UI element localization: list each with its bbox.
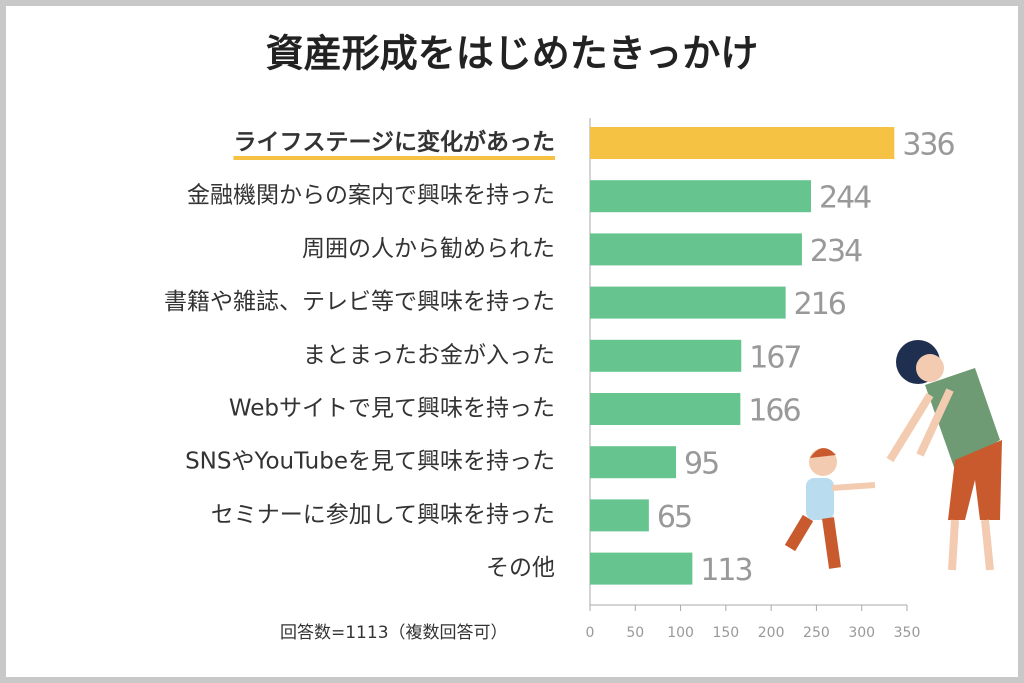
x-tick-label: 0 [586,625,595,641]
note: 回答数=1113（複数回答可） [280,623,508,643]
bar [590,339,742,372]
child-shirt [806,478,834,520]
arm [916,388,954,457]
category-label: セミナーに参加して興味を持った [211,502,555,528]
chart-title: 資産形成をはじめたきっかけ [266,32,758,76]
value-label: 234 [810,234,862,269]
bar [590,446,677,479]
category-label: 周囲の人から勧められた [302,236,555,262]
category-label: まとまったお金が入った [303,342,555,368]
value-label: 166 [748,394,800,429]
shirt [925,368,1000,470]
bar [590,233,802,266]
bar [590,286,786,319]
x-tick-label: 200 [758,625,785,641]
category-label: 金融機関からの案内で興味を持った [187,183,555,209]
highlight-underline [233,156,555,160]
x-tick-label: 50 [626,625,644,641]
x-tick-label: 350 [894,625,921,641]
x-tick-label: 300 [848,625,875,641]
illustration [784,340,1002,571]
bar [590,393,741,425]
x-tick-label: 250 [803,625,830,641]
legs [948,519,994,571]
bar [590,552,693,585]
category-label: その他 [486,555,555,581]
bar [590,127,895,159]
value-label: 216 [794,287,846,322]
value-label: 95 [684,447,718,482]
category-label: 書籍や雑誌、テレビ等で興味を持った [164,289,555,315]
bar [590,180,811,213]
value-label: 113 [700,553,751,588]
category-label: Webサイトで見て興味を持った [229,396,555,422]
value-label: 244 [819,181,871,216]
category-label: ライフステージに変化があった [233,129,555,156]
value-label: 336 [902,128,954,163]
value-label: 167 [749,340,800,375]
child-legs [784,514,841,569]
value-label: 65 [657,500,691,535]
arm [886,392,934,463]
pants [948,440,1002,520]
x-tick-label: 150 [712,625,739,641]
x-tick-label: 100 [667,625,694,641]
category-label: SNSやYouTubeを見て興味を持った [185,449,555,475]
bar [590,499,649,532]
child-hair [810,448,836,458]
face [916,354,944,382]
child-arm [831,482,876,491]
